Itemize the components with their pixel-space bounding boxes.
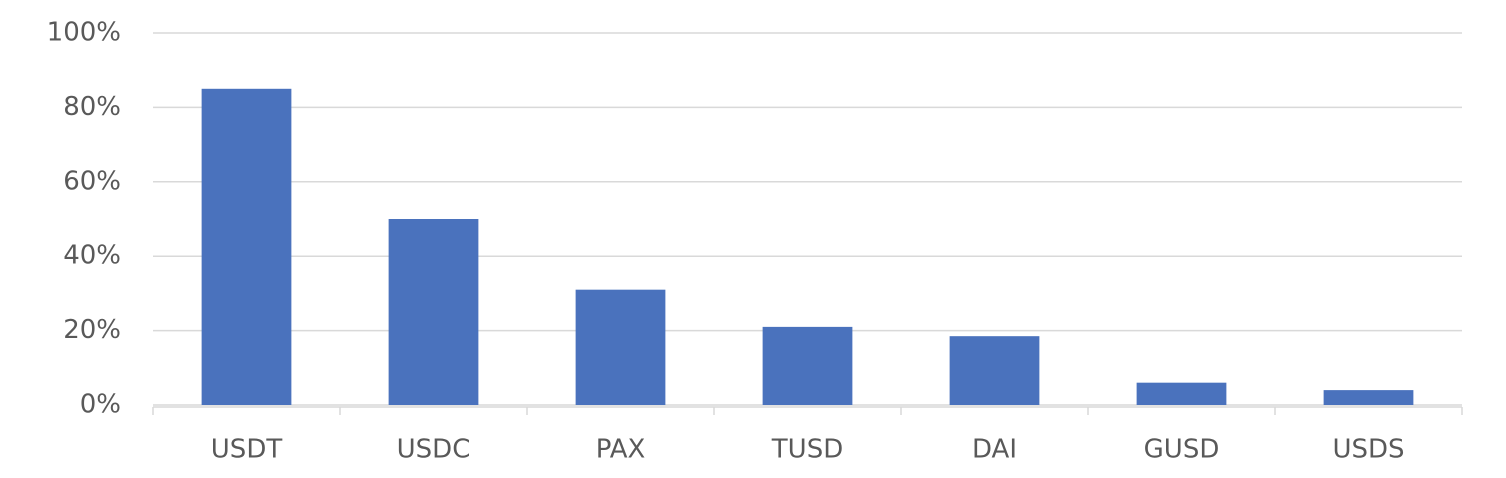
x-tick-label: PAX	[596, 435, 646, 465]
y-tick-label: 0%	[80, 390, 121, 420]
bar	[762, 326, 853, 405]
bar	[201, 88, 292, 406]
y-tick-label: 80%	[63, 92, 121, 122]
bar	[1323, 390, 1414, 405]
bar	[575, 289, 666, 405]
y-tick-label: 100%	[47, 18, 121, 48]
x-tick-label: TUSD	[771, 435, 843, 465]
x-tick-label: DAI	[972, 435, 1017, 465]
x-tick-label: USDC	[397, 435, 471, 465]
bar	[949, 336, 1040, 405]
y-tick-label: 60%	[63, 166, 121, 196]
bar	[388, 219, 479, 405]
y-tick-label: 20%	[63, 315, 121, 345]
bar	[1136, 382, 1227, 405]
y-tick-label: 40%	[63, 241, 121, 271]
x-tick-label: USDS	[1332, 435, 1404, 465]
x-tick-label: GUSD	[1144, 435, 1220, 465]
x-tick-label: USDT	[211, 435, 283, 465]
